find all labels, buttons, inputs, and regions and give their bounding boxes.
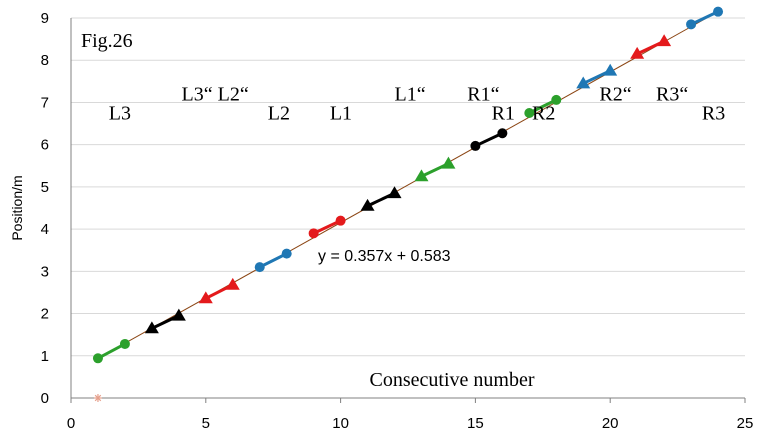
data-point-circle — [92, 353, 103, 364]
label-layer: Consecutive number Fig.26 y = 0.357x + 0.5… — [81, 30, 725, 391]
data-point-triangle — [657, 34, 672, 47]
y-tick-label: 9 — [41, 10, 49, 27]
x-tick-label: 0 — [67, 415, 75, 432]
position-annotation: L2 — [268, 102, 290, 124]
data-point-triangle — [387, 186, 402, 199]
data-point-triangle — [414, 169, 429, 182]
data-point-triangle — [171, 308, 186, 321]
x-tick-label: 15 — [467, 415, 484, 432]
data-point-triangle — [198, 291, 213, 304]
data-point-circle — [470, 140, 481, 151]
data-point-triangle — [144, 321, 159, 334]
y-tick-label: 8 — [41, 52, 49, 69]
position-annotation: R2 — [532, 102, 555, 124]
grid-layer — [71, 17, 745, 399]
data-point-triangle — [360, 198, 375, 211]
series-segment-line — [259, 252, 288, 269]
series-layer — [92, 6, 724, 402]
data-point-circle — [335, 215, 346, 226]
data-point-circle — [713, 6, 724, 17]
position-annotation: L1“ — [395, 83, 426, 105]
x-tick-label: 25 — [737, 415, 754, 432]
data-point-triangle — [630, 46, 645, 59]
y-tick-label: 0 — [41, 390, 49, 407]
trendline-layer — [97, 11, 719, 359]
data-point-circle — [281, 248, 292, 259]
position-annotation: R2“ — [599, 83, 631, 105]
position-annotation: R3“ — [656, 83, 688, 105]
y-axis-title: Position/m — [9, 175, 25, 240]
data-point-circle — [551, 94, 562, 105]
y-tick-label: 5 — [41, 179, 49, 196]
data-point-circle — [524, 108, 535, 118]
series-segment-line — [97, 342, 126, 360]
trendline — [97, 11, 719, 359]
data-point-circle — [119, 338, 130, 349]
position-annotation: L3 — [109, 102, 131, 124]
x-tick-label: 10 — [332, 415, 349, 432]
y-tick-label: 7 — [41, 94, 49, 111]
position-annotation: R3 — [702, 102, 725, 124]
position-annotation: R1“ — [467, 83, 499, 105]
y-tick-label: 4 — [41, 221, 49, 238]
data-point-circle — [308, 228, 319, 239]
trendline-equation: y = 0.357x + 0.583 — [318, 248, 451, 265]
data-point-circle — [254, 262, 265, 273]
axis-layer: 0 1 2 3 4 5 6 7 8 9 0 5 10 15 20 25 Position/m — [9, 10, 753, 432]
x-tick-label: 20 — [602, 415, 619, 432]
x-tick-label: 5 — [202, 415, 210, 432]
y-tick-label: 2 — [41, 306, 49, 323]
y-tick-label: 6 — [41, 137, 49, 154]
data-point-triangle — [603, 63, 618, 76]
data-point-triangle — [576, 76, 591, 89]
position-annotation: L1 — [330, 102, 352, 124]
data-point-triangle — [225, 277, 240, 290]
position-annotation: L3“ L2“ — [182, 83, 249, 105]
x-axis-title: Consecutive number — [370, 369, 535, 391]
figure-title: Fig.26 — [81, 30, 133, 52]
data-point-triangle — [441, 156, 456, 169]
position-annotation: R1 — [492, 102, 515, 124]
data-point-circle — [686, 19, 697, 30]
outlier-asterisk-stroke — [94, 394, 102, 402]
y-tick-label: 1 — [41, 348, 49, 365]
data-point-circle — [497, 128, 508, 139]
y-tick-label: 3 — [41, 263, 49, 280]
